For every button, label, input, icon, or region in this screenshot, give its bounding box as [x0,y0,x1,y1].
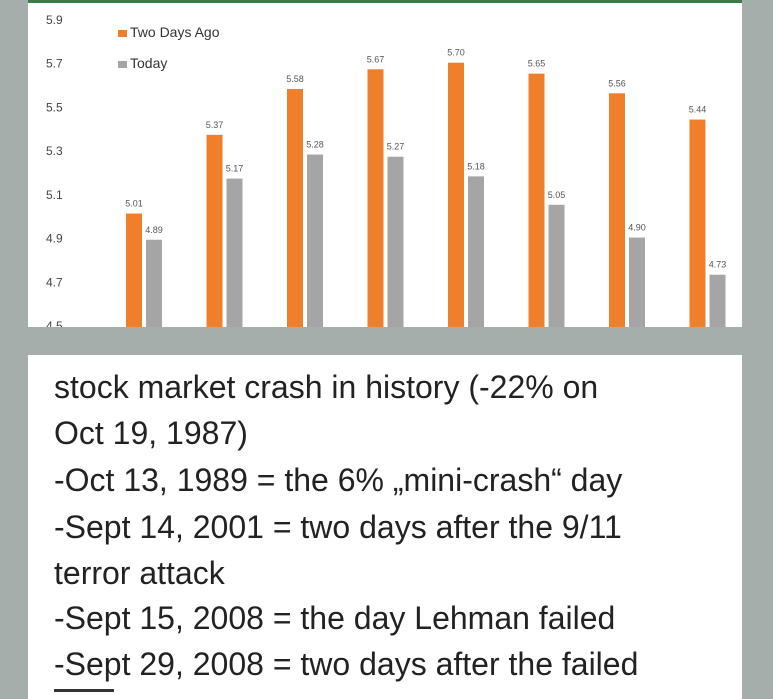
chart-top-border [28,0,742,3]
y-tick-label: 5.1 [46,188,63,202]
bar-two-days-ago [367,69,384,327]
bar-today [146,239,162,327]
bar-today [709,274,726,327]
caption-panel: stock market crash in history (-22% on O… [28,355,742,699]
y-tick-label: 4.5 [46,319,63,327]
data-label-today: 4.89 [145,225,163,235]
caption-line-4: -Sept 14, 2001 = two days after the 9/11 [54,509,622,545]
bar-two-days-ago [689,119,706,327]
data-label-two-days-ago: 5.67 [367,54,385,64]
bar-today [548,204,565,327]
data-label-today: 4.90 [628,223,646,233]
bar-two-days-ago [206,134,223,327]
caption-line-1: stock market crash in history (-22% on [54,369,599,405]
data-label-today: 5.18 [467,161,485,171]
bar-two-days-ago [448,62,464,327]
legend-swatch-today [118,61,127,68]
bar-today [629,237,645,327]
caption-line-3: -Oct 13, 1989 = the 6% „mini-crash“ day [54,462,623,498]
data-label-two-days-ago: 5.44 [689,105,707,115]
cropped-text-fragment [54,689,114,699]
legend-swatch-two-days-ago [118,30,127,37]
y-tick-label: 5.7 [46,57,63,71]
bar-two-days-ago [609,93,625,327]
data-label-today: 5.17 [226,164,244,174]
bar-today [468,176,484,327]
bar-today [226,178,243,327]
bar-two-days-ago [528,73,545,327]
y-tick-label: 4.9 [46,232,63,246]
bar-two-days-ago [287,88,303,327]
chart-panel: 4.5 4.7 4.9 5.1 5.3 5.5 5.7 5.9 5.01 4.89 5.37 5.17… [28,0,742,327]
caption-line-2: Oct 19, 1987) [54,415,248,451]
data-label-two-days-ago: 5.01 [125,199,143,209]
legend-label-today: Today [130,55,167,71]
data-label-two-days-ago: 5.37 [206,120,224,130]
caption-line-6: -Sept 15, 2008 = the day Lehman failed [54,600,616,636]
bar-chart: 4.5 4.7 4.9 5.1 5.3 5.5 5.7 5.9 5.01 4.89 5.37 5.17… [46,13,727,327]
data-label-today: 4.73 [709,260,727,270]
y-tick-label: 5.5 [46,100,63,114]
bar-today [307,154,323,327]
caption-line-5: terror attack [54,555,225,591]
y-tick-label: 5.3 [46,144,63,158]
bar-today [387,156,404,327]
caption-line-7: -Sept 29, 2008 = two days after the fail… [54,646,639,682]
legend-label-two-days-ago: Two Days Ago [130,24,220,40]
data-label-two-days-ago: 5.65 [528,59,546,69]
y-tick-label: 5.9 [46,13,63,27]
data-label-two-days-ago: 5.70 [447,48,465,58]
data-label-today: 5.05 [548,190,566,200]
data-label-today: 5.28 [306,140,324,150]
y-tick-label: 4.7 [46,275,63,289]
data-label-two-days-ago: 5.58 [286,74,304,84]
bar-two-days-ago [126,213,142,327]
data-label-two-days-ago: 5.56 [608,78,626,88]
data-label-today: 5.27 [387,142,405,152]
